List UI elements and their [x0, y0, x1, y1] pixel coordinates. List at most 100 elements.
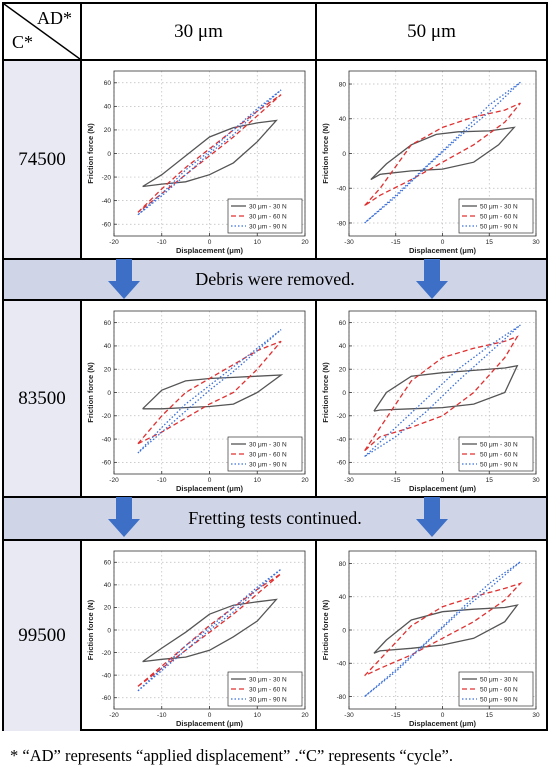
corner-c-label: C*	[12, 32, 34, 52]
legend-label: 30 μm - 30 N	[249, 676, 287, 683]
x-tick-label: 0	[208, 712, 212, 719]
y-tick-label: -60	[102, 460, 112, 467]
band-text: Fretting tests continued.	[188, 508, 362, 528]
x-axis-label: Displacement (μm)	[176, 484, 244, 493]
series-line	[137, 329, 282, 454]
x-tick-label: -15	[391, 239, 401, 246]
divider	[4, 539, 546, 541]
col-header-50um: 50 μm	[317, 4, 546, 61]
legend-label: 30 μm - 90 N	[249, 223, 287, 230]
y-tick-label: 40	[339, 116, 347, 123]
legend-label: 50 μm - 30 N	[480, 676, 518, 683]
x-axis-label: Displacement (μm)	[409, 719, 477, 728]
y-tick-label: 40	[104, 582, 112, 589]
x-tick-label: 30	[532, 239, 540, 246]
friction-loop-chart: -30 -15 0 15 30 -80 -40 0 40 80 Displacement (μm) F…	[321, 550, 540, 728]
y-tick-label: -40	[102, 672, 112, 679]
y-tick-label: -20	[102, 413, 112, 420]
results-table: AD* C* 30 μm 50 μm 74500 83500 99500 Deb…	[2, 2, 548, 731]
x-tick-label: 0	[441, 239, 445, 246]
x-tick-label: 20	[301, 477, 309, 484]
legend-label: 30 μm - 60 N	[249, 686, 287, 693]
x-tick-label: 10	[254, 477, 262, 484]
x-tick-label: 15	[486, 477, 494, 484]
x-tick-label: -30	[344, 712, 354, 719]
x-tick-label: 0	[441, 712, 445, 719]
legend-label: 30 μm - 90 N	[249, 461, 287, 468]
y-tick-label: -40	[102, 436, 112, 443]
x-tick-label: -20	[109, 712, 119, 719]
x-tick-label: -10	[157, 712, 167, 719]
series-line	[142, 598, 278, 663]
friction-loop-chart: -20 -10 0 10 20 -60 -40 -20 0 20 40 60 Displacement …	[86, 310, 309, 493]
band-debris-removed: Debris were removed.	[4, 260, 546, 299]
row-label-83500: 83500	[4, 301, 80, 496]
down-arrow-icon	[108, 259, 140, 299]
x-tick-label: 15	[486, 712, 494, 719]
band-fretting-continued: Fretting tests continued.	[4, 498, 546, 539]
series-line	[137, 573, 282, 687]
y-tick-label: 40	[339, 594, 347, 601]
down-arrow-icon	[108, 497, 140, 537]
series-line	[373, 604, 519, 654]
legend-label: 50 μm - 60 N	[480, 451, 518, 458]
x-tick-label: -10	[157, 239, 167, 246]
legend-label: 30 μm - 30 N	[249, 203, 287, 210]
y-tick-label: 80	[339, 81, 347, 88]
y-tick-label: 0	[342, 627, 346, 634]
friction-loop-chart: -20 -10 0 10 20 -60 -40 -20 0 20 40 60 Displacement …	[86, 550, 309, 728]
series-line	[364, 582, 523, 677]
legend-label: 50 μm - 60 N	[480, 686, 518, 693]
legend-label: 30 μm - 90 N	[249, 696, 287, 703]
series-line	[137, 89, 282, 216]
y-tick-label: -40	[102, 198, 112, 205]
legend-label: 50 μm - 90 N	[480, 223, 518, 230]
x-tick-label: 20	[301, 239, 309, 246]
y-tick-label: -80	[337, 694, 347, 701]
series-line	[142, 119, 278, 188]
y-tick-label: -20	[102, 650, 112, 657]
series-line	[364, 335, 519, 452]
corner-ad-label: AD*	[37, 8, 72, 28]
down-arrow-icon	[416, 497, 448, 537]
corner-cell: AD* C*	[4, 4, 80, 61]
y-tick-label: -20	[337, 413, 347, 420]
y-tick-label: 60	[339, 320, 347, 327]
x-tick-label: -20	[109, 239, 119, 246]
series-line	[364, 81, 521, 224]
x-tick-label: 10	[254, 239, 262, 246]
series-line	[364, 561, 521, 698]
y-tick-label: 20	[104, 127, 112, 134]
y-tick-label: -60	[102, 695, 112, 702]
y-axis-label: Friction force (N)	[86, 362, 95, 423]
y-tick-label: 80	[339, 561, 347, 568]
series-line	[373, 364, 519, 412]
x-tick-label: -10	[157, 477, 167, 484]
series-line	[137, 340, 282, 445]
row-label-99500: 99500	[4, 541, 80, 731]
x-tick-label: 0	[208, 477, 212, 484]
legend-label: 50 μm - 90 N	[480, 696, 518, 703]
row-label-74500: 74500	[4, 61, 80, 258]
legend-label: 30 μm - 60 N	[249, 213, 287, 220]
legend-box	[227, 671, 303, 707]
y-tick-label: 0	[107, 151, 111, 158]
y-tick-label: 0	[342, 390, 346, 397]
x-tick-label: 15	[486, 239, 494, 246]
y-tick-label: 20	[104, 605, 112, 612]
divider	[4, 258, 546, 260]
x-tick-label: -15	[391, 477, 401, 484]
x-tick-label: 30	[532, 712, 540, 719]
y-tick-label: 60	[104, 560, 112, 567]
x-tick-label: -20	[109, 477, 119, 484]
x-axis-label: Displacement (μm)	[176, 719, 244, 728]
divider	[80, 4, 82, 258]
legend-label: 30 μm - 60 N	[249, 451, 287, 458]
y-tick-label: 20	[339, 367, 347, 374]
legend-label: 50 μm - 60 N	[480, 213, 518, 220]
series-line	[364, 324, 521, 458]
friction-loop-chart: -30 -15 0 15 30 -80 -40 0 40 80 Displacement (μm) F…	[321, 70, 540, 255]
legend-label: 50 μm - 90 N	[480, 461, 518, 468]
legend-label: 50 μm - 30 N	[480, 441, 518, 448]
x-tick-label: 0	[441, 477, 445, 484]
